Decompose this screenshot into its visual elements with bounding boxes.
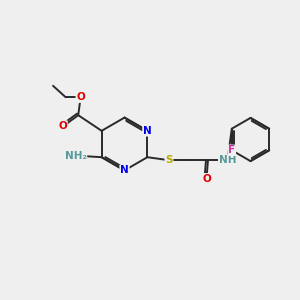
Text: N: N: [120, 165, 129, 176]
Text: NH₂: NH₂: [64, 151, 86, 161]
Text: O: O: [76, 92, 85, 102]
Text: S: S: [165, 155, 173, 165]
Text: O: O: [202, 174, 211, 184]
Text: NH: NH: [219, 155, 236, 165]
Text: O: O: [58, 121, 67, 131]
Text: F: F: [228, 145, 236, 155]
Text: N: N: [143, 126, 152, 136]
